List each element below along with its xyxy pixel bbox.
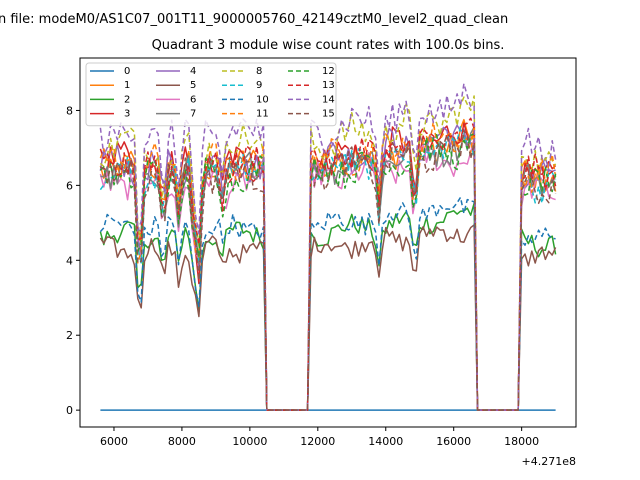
legend-label-13: 13 <box>322 80 335 91</box>
y-tick-label: 6 <box>66 179 73 192</box>
x-tick-label: 6000 <box>100 435 128 448</box>
x-tick-label: 8000 <box>168 435 196 448</box>
figure-suptitle: n file: modeM0/AS1C07_001T11_9000005760_… <box>0 12 508 27</box>
series-layer <box>99 82 557 411</box>
legend-label-12: 12 <box>322 66 335 77</box>
x-offset-label: +4.271e8 <box>522 455 576 468</box>
legend-label-5: 5 <box>190 80 196 91</box>
legend-label-0: 0 <box>124 66 130 77</box>
y-axis: 0 2 4 6 8 <box>66 104 80 417</box>
plot-frame <box>79 57 577 428</box>
x-tick-label: 18000 <box>504 435 539 448</box>
y-tick-label: 0 <box>66 404 73 417</box>
legend-label-1: 1 <box>124 80 130 91</box>
x-tick-label: 16000 <box>436 435 471 448</box>
legend-label-15: 15 <box>322 109 335 120</box>
x-axis: 6000 8000 10000 12000 14000 16000 18000 <box>100 427 539 448</box>
x-tick-label: 10000 <box>232 435 267 448</box>
legend-label-3: 3 <box>124 109 130 120</box>
legend-label-10: 10 <box>256 94 269 105</box>
series-line-15 <box>100 129 557 411</box>
legend-label-9: 9 <box>256 80 262 91</box>
legend-box <box>85 62 337 127</box>
series-line-11 <box>99 121 557 411</box>
legend-label-14: 14 <box>322 94 335 105</box>
legend-label-7: 7 <box>190 109 196 120</box>
series-line-10 <box>99 196 556 411</box>
legend-label-11: 11 <box>256 109 269 120</box>
legend-label-6: 6 <box>190 94 196 105</box>
x-tick-label: 12000 <box>300 435 335 448</box>
legend-label-2: 2 <box>124 94 130 105</box>
y-tick-label: 4 <box>66 254 73 267</box>
y-tick-label: 2 <box>66 329 73 342</box>
legend-label-4: 4 <box>190 66 196 77</box>
x-tick-label: 14000 <box>368 435 403 448</box>
y-tick-label: 8 <box>66 104 73 117</box>
chart-title: Quadrant 3 module wise count rates with … <box>152 38 505 53</box>
legend-label-8: 8 <box>256 66 262 77</box>
